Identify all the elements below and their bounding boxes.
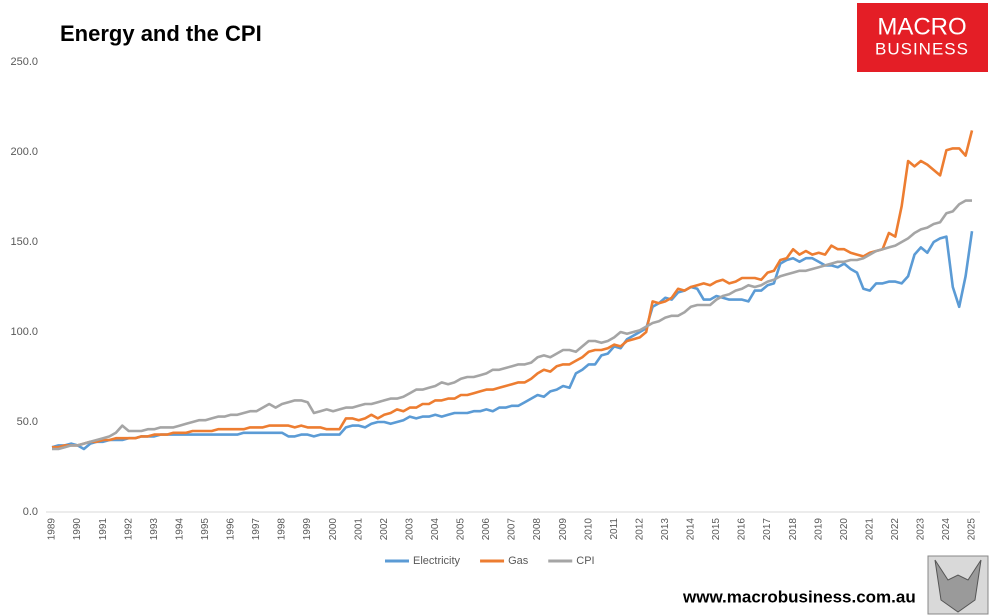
x-tick-label: 2003 bbox=[404, 518, 415, 541]
x-tick-label: 1997 bbox=[251, 518, 262, 541]
logo-box bbox=[857, 3, 988, 72]
line-series bbox=[52, 199, 972, 451]
y-tick-label: 100.0 bbox=[10, 326, 38, 338]
x-tick-label: 2020 bbox=[839, 518, 850, 541]
y-tick-label: 250.0 bbox=[10, 56, 38, 68]
x-tick-label: 2009 bbox=[558, 518, 569, 541]
x-tick-label: 2006 bbox=[481, 518, 492, 541]
x-tick-label: 2025 bbox=[967, 518, 978, 541]
x-tick-label: 1998 bbox=[277, 518, 288, 541]
x-tick-label: 1996 bbox=[226, 518, 237, 541]
x-tick-label: 1991 bbox=[98, 518, 109, 541]
x-tick-label: 2024 bbox=[941, 518, 952, 541]
legend-label: CPI bbox=[576, 555, 594, 567]
x-tick-label: 1994 bbox=[174, 518, 185, 541]
legend-label: Gas bbox=[508, 555, 529, 567]
x-tick-label: 1999 bbox=[302, 518, 313, 541]
x-tick-label: 2008 bbox=[532, 518, 543, 541]
y-tick-label: 50.0 bbox=[17, 416, 38, 428]
x-tick-label: 1989 bbox=[47, 518, 58, 541]
line-series bbox=[51, 231, 974, 451]
y-tick-label: 0.0 bbox=[23, 506, 38, 518]
logo-text: MACRO bbox=[877, 13, 966, 40]
x-tick-label: 2016 bbox=[737, 518, 748, 541]
x-tick-label: 2002 bbox=[379, 518, 390, 541]
x-tick-label: 2014 bbox=[686, 518, 697, 541]
x-tick-label: 2017 bbox=[762, 518, 773, 541]
x-tick-label: 1990 bbox=[72, 518, 83, 541]
x-tick-label: 1992 bbox=[123, 518, 134, 541]
x-tick-label: 2005 bbox=[456, 518, 467, 541]
x-tick-label: 2010 bbox=[583, 518, 594, 541]
x-tick-label: 2004 bbox=[430, 518, 441, 541]
legend-label: Electricity bbox=[413, 555, 461, 567]
chart-title: Energy and the CPI bbox=[60, 21, 262, 46]
x-tick-label: 2012 bbox=[634, 518, 645, 541]
x-tick-label: 2018 bbox=[788, 518, 799, 541]
x-tick-label: 2013 bbox=[660, 518, 671, 541]
y-tick-label: 200.0 bbox=[10, 146, 38, 158]
x-tick-label: 2022 bbox=[890, 518, 901, 541]
x-tick-label: 2001 bbox=[353, 518, 364, 541]
x-tick-label: 2021 bbox=[864, 518, 875, 541]
wolf-icon bbox=[934, 559, 982, 613]
x-tick-label: 2011 bbox=[609, 518, 620, 540]
x-tick-label: 2007 bbox=[507, 518, 518, 541]
line-series bbox=[52, 130, 974, 449]
x-tick-label: 1995 bbox=[200, 518, 211, 541]
x-tick-label: 2019 bbox=[813, 518, 824, 541]
x-tick-label: 2023 bbox=[916, 518, 927, 541]
source: www.macrobusiness.com.au bbox=[682, 587, 916, 606]
x-tick-label: 2000 bbox=[328, 518, 339, 541]
x-tick-label: 1993 bbox=[149, 518, 160, 541]
logo-text: BUSINESS bbox=[875, 39, 969, 58]
y-tick-label: 150.0 bbox=[10, 236, 38, 248]
x-tick-label: 2015 bbox=[711, 518, 722, 541]
